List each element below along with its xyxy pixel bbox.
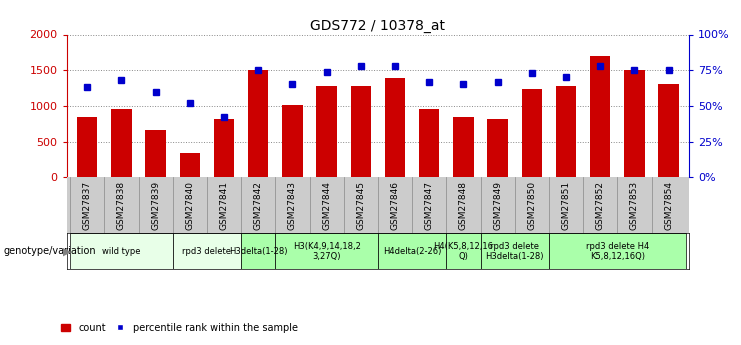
Text: GSM27853: GSM27853 <box>630 181 639 230</box>
Bar <box>453 117 473 177</box>
Bar <box>446 234 480 269</box>
Text: GSM27839: GSM27839 <box>151 181 160 230</box>
Text: GSM27843: GSM27843 <box>288 181 297 230</box>
Text: rpd3 delete: rpd3 delete <box>182 247 231 256</box>
Text: rpd3 delete H4
K5,8,12,16Q): rpd3 delete H4 K5,8,12,16Q) <box>585 241 649 261</box>
Bar <box>350 86 371 177</box>
Bar <box>70 234 173 269</box>
Text: H3(K4,9,14,18,2
3,27Q): H3(K4,9,14,18,2 3,27Q) <box>293 241 361 261</box>
Bar <box>549 234 685 269</box>
Bar <box>316 86 337 177</box>
Bar <box>179 153 200 177</box>
Text: GSM27848: GSM27848 <box>459 181 468 230</box>
Title: GDS772 / 10378_at: GDS772 / 10378_at <box>310 19 445 33</box>
Text: GSM27847: GSM27847 <box>425 181 433 230</box>
Bar <box>77 117 98 177</box>
Bar <box>522 89 542 177</box>
Bar <box>111 109 132 177</box>
Text: GSM27841: GSM27841 <box>219 181 228 230</box>
Text: GSM27851: GSM27851 <box>562 181 571 230</box>
Bar <box>173 234 241 269</box>
Text: ▶: ▶ <box>63 246 71 256</box>
Text: H4(K5,8,12,16
Q): H4(K5,8,12,16 Q) <box>433 241 494 261</box>
Text: GSM27849: GSM27849 <box>493 181 502 230</box>
Text: H4delta(2-26): H4delta(2-26) <box>383 247 442 256</box>
Bar <box>385 78 405 177</box>
Bar <box>590 56 611 177</box>
Text: genotype/variation: genotype/variation <box>4 246 96 256</box>
Bar <box>419 109 439 177</box>
Bar <box>378 234 446 269</box>
Bar <box>556 86 576 177</box>
Bar <box>213 119 234 177</box>
Text: GSM27854: GSM27854 <box>664 181 673 230</box>
Text: GSM27842: GSM27842 <box>253 181 263 230</box>
Text: wild type: wild type <box>102 247 141 256</box>
Bar <box>480 234 549 269</box>
Text: GSM27845: GSM27845 <box>356 181 365 230</box>
Text: GSM27846: GSM27846 <box>391 181 399 230</box>
Text: GSM27838: GSM27838 <box>117 181 126 230</box>
Bar <box>248 70 268 177</box>
Legend: count, percentile rank within the sample: count, percentile rank within the sample <box>57 319 302 337</box>
Text: GSM27837: GSM27837 <box>83 181 92 230</box>
Bar <box>241 234 276 269</box>
Bar <box>282 105 302 177</box>
Text: GSM27850: GSM27850 <box>528 181 536 230</box>
Text: GSM27844: GSM27844 <box>322 181 331 230</box>
Text: GSM27840: GSM27840 <box>185 181 194 230</box>
Text: H3delta(1-28): H3delta(1-28) <box>229 247 288 256</box>
Bar <box>624 70 645 177</box>
Text: GSM27852: GSM27852 <box>596 181 605 230</box>
Bar <box>145 130 166 177</box>
Bar <box>488 119 508 177</box>
Bar <box>658 85 679 177</box>
Bar <box>276 234 378 269</box>
Text: rpd3 delete
H3delta(1-28): rpd3 delete H3delta(1-28) <box>485 241 544 261</box>
